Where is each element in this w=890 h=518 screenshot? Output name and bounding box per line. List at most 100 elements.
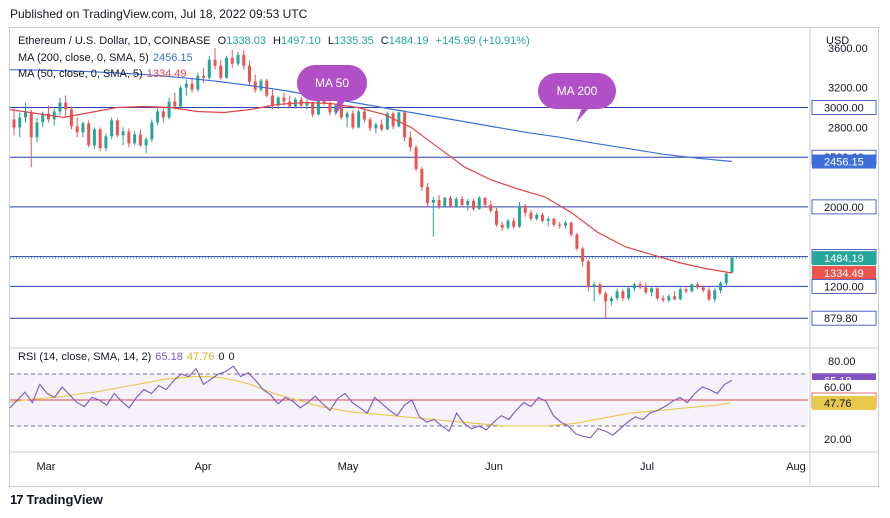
price-axis-tag-bg (811, 100, 877, 115)
rsi-axis-tag-bg (812, 380, 876, 394)
candle-body (644, 287, 648, 293)
price-axis-tag: 3000.00 (824, 103, 864, 115)
candle-body (46, 113, 50, 120)
candle-body (18, 117, 22, 128)
candle-body (517, 205, 521, 227)
candle-body (207, 59, 211, 78)
candle-body (311, 102, 315, 115)
candle-body (259, 80, 263, 90)
candle-body (627, 288, 631, 299)
candle-body (41, 113, 45, 123)
candle-body (380, 124, 384, 130)
candle-body (529, 212, 533, 219)
price-axis-tag-bg (812, 154, 876, 169)
candle-body (460, 198, 464, 205)
candle-body (334, 105, 338, 113)
candle-body (391, 113, 395, 127)
chart-panel[interactable]: 3600.00 3200.00 2800.00 MA 50 MA 200 3000.00 2… (9, 27, 879, 487)
candle-body (621, 291, 625, 299)
candle-body (282, 97, 286, 102)
candle-body (719, 283, 723, 291)
candle-body (581, 248, 585, 262)
rsi-axis-tag: 20.00 (824, 434, 852, 446)
candle-body (368, 119, 372, 129)
candle-body (81, 123, 85, 133)
candle-body (75, 126, 79, 133)
candle-body (701, 287, 705, 291)
candle-body (253, 81, 257, 90)
candle-body (173, 101, 177, 107)
price-axis-tag-bg (811, 310, 877, 326)
candle-body (713, 290, 717, 300)
price-axis-tag: 2000.00 (824, 202, 864, 214)
candle-body (466, 200, 470, 205)
candle-body (632, 284, 636, 289)
ma200-callout: MA 200 (538, 73, 616, 123)
candle-body (661, 298, 665, 301)
candle-body (213, 59, 217, 66)
tradingview-footer[interactable]: 17 TradingView (10, 492, 103, 507)
price-axis-tag-bg (811, 199, 877, 215)
candle-body (64, 102, 68, 110)
candle-body (98, 129, 102, 149)
candle-body (351, 113, 355, 128)
candle-body (345, 113, 349, 118)
candle-body (655, 288, 659, 299)
candle-body (667, 296, 671, 301)
candle-body (638, 284, 642, 288)
time-tick-label: Mar (37, 461, 56, 473)
rsi-axis-tag: 60.00 (824, 382, 852, 394)
candle-body (236, 54, 240, 64)
candle-body (609, 298, 613, 302)
time-tick-label: Apr (194, 461, 211, 473)
ma200-callout-pointer (576, 101, 595, 123)
candle-body (121, 131, 125, 136)
time-tick-label: Jun (485, 461, 503, 473)
candle-body (724, 273, 728, 284)
price-axis-tag: 1200.00 (824, 281, 864, 293)
ma200-value: 2456.15 (152, 52, 193, 64)
candle-body (104, 136, 108, 149)
candle-body (563, 222, 567, 226)
low-value: 1335.35 (333, 35, 374, 47)
close-label: C (380, 35, 389, 47)
candle-body (696, 284, 700, 288)
open-value: 1338.03 (226, 35, 266, 47)
candle-body (449, 197, 453, 206)
candle-body (248, 65, 252, 82)
price-axis-tag: 1334.49 (824, 268, 864, 280)
price-axis-tag: 1484.19 (824, 253, 864, 265)
candle-body (477, 197, 481, 209)
candle-body (483, 197, 487, 205)
price-chart[interactable]: 3600.00 3200.00 2800.00 MA 50 MA 200 3000.00 2… (10, 28, 878, 486)
time-tick-label: Jul (640, 461, 654, 473)
candle-body (230, 57, 234, 64)
candle-body (161, 111, 165, 118)
candle-body (225, 57, 229, 78)
candle-body (523, 205, 527, 213)
ma50-label: MA (50, close, 0, SMA, 5) (18, 68, 143, 80)
candle-body (167, 101, 171, 118)
candle-body (684, 289, 688, 292)
rsi-ma-line (10, 376, 731, 427)
ma50-legend: MA (50, close, 0, SMA, 5) 1334.49 (18, 68, 190, 80)
high-value: 1497.10 (280, 35, 321, 47)
candle-body (558, 224, 562, 226)
candle-body (316, 98, 320, 115)
candle-body (150, 122, 154, 140)
candle-body (546, 218, 550, 221)
candle-body (23, 112, 27, 118)
candle-body (552, 218, 556, 225)
rsi-tick-label: 80.00 (828, 356, 856, 368)
candle-body (184, 83, 188, 88)
candle-body (569, 222, 573, 235)
candle-body (506, 220, 510, 228)
open-label: O (217, 35, 227, 47)
candle-body (730, 258, 734, 273)
candle-body (29, 112, 33, 138)
candle-body (586, 261, 590, 287)
candle-body (305, 102, 309, 106)
candle-body (540, 214, 544, 221)
rsi-axis-tag-bg (812, 395, 876, 410)
low-label: L (327, 35, 334, 47)
